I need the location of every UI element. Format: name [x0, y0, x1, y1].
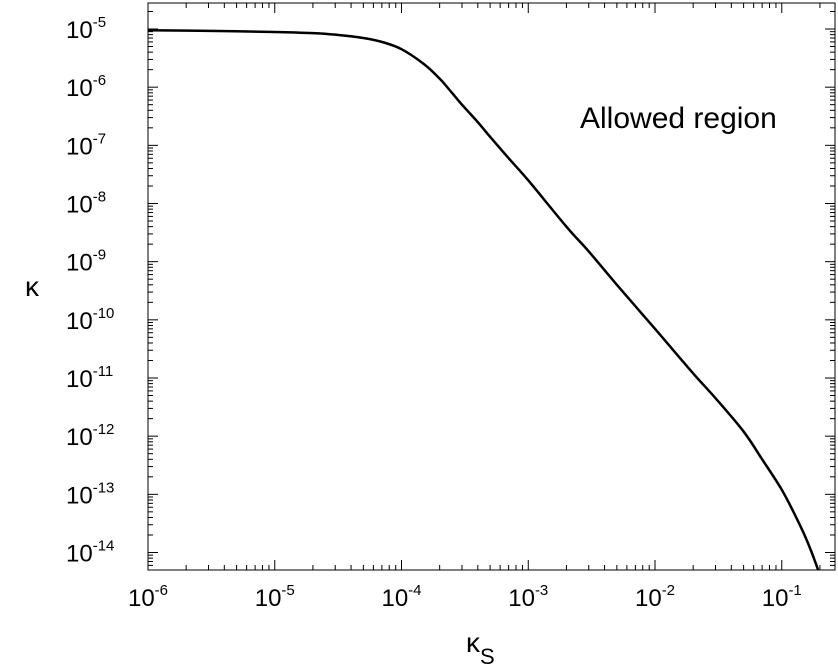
y-tick-base: 10 — [66, 192, 93, 219]
y-tick-label: 10-10 — [66, 305, 114, 335]
y-tick-exponent: -12 — [93, 421, 115, 438]
x-tick-label: 10-6 — [128, 582, 168, 612]
y-tick-base: 10 — [66, 366, 93, 393]
y-tick-exponent: -11 — [93, 363, 114, 380]
x-tick-base: 10 — [381, 585, 408, 612]
y-tick-base: 10 — [66, 540, 93, 567]
y-tick-label: 10-7 — [66, 130, 106, 160]
x-tick-exponent: -3 — [535, 582, 548, 599]
y-tick-base: 10 — [66, 308, 93, 335]
y-tick-exponent: -5 — [93, 14, 106, 31]
y-tick-labels: 10-510-610-710-810-910-1010-1110-1210-13… — [66, 14, 114, 567]
x-tick-label: 10-5 — [255, 582, 295, 612]
annotation-allowed-region: Allowed region — [580, 102, 777, 135]
y-tick-exponent: -6 — [93, 72, 106, 89]
x-tick-base: 10 — [635, 585, 662, 612]
x-tick-labels: 10-6 10-5 10-4 10-3 10-2 10-1 — [128, 582, 802, 612]
y-tick-exponent: -13 — [93, 479, 115, 496]
x-tick-exponent: -4 — [408, 582, 421, 599]
y-tick-exponent: -8 — [93, 189, 106, 206]
y-axis-label: κ — [25, 271, 40, 302]
y-tick-base: 10 — [66, 482, 93, 509]
x-tick-label: 10-4 — [381, 582, 421, 612]
y-tick-label: 10-12 — [66, 421, 114, 451]
y-tick-label: 10-5 — [66, 14, 106, 44]
y-tick-exponent: -9 — [93, 247, 106, 264]
plot-frame — [147, 2, 836, 571]
y-tick-exponent: -10 — [93, 305, 115, 322]
minor-ticks — [148, 3, 835, 571]
x-tick-label: 10-2 — [635, 582, 675, 612]
y-tick-base: 10 — [66, 17, 93, 44]
x-tick-label: 10-3 — [508, 582, 548, 612]
x-tick-exponent: -1 — [788, 582, 801, 599]
y-tick-exponent: -7 — [93, 130, 106, 147]
y-tick-base: 10 — [66, 133, 93, 160]
x-tick-base: 10 — [128, 585, 155, 612]
x-axis-label-main: κ — [466, 627, 481, 658]
y-tick-label: 10-8 — [66, 189, 106, 219]
y-tick-label: 10-14 — [66, 537, 114, 567]
x-tick-exponent: -5 — [281, 582, 294, 599]
y-tick-exponent: -14 — [93, 537, 115, 554]
y-tick-base: 10 — [66, 75, 93, 102]
series-line — [148, 29, 820, 570]
y-tick-label: 10-9 — [66, 247, 106, 277]
x-axis-label: κS — [466, 627, 495, 667]
x-tick-base: 10 — [762, 585, 789, 612]
x-tick-base: 10 — [508, 585, 535, 612]
x-tick-label: 10-1 — [762, 582, 802, 612]
x-tick-base: 10 — [255, 585, 282, 612]
y-tick-label: 10-13 — [66, 479, 114, 509]
x-axis-label-subscript: S — [480, 644, 495, 667]
x-tick-exponent: -6 — [155, 582, 168, 599]
y-tick-base: 10 — [66, 250, 93, 277]
x-tick-exponent: -2 — [662, 582, 675, 599]
major-ticks — [147, 3, 835, 570]
y-tick-label: 10-11 — [66, 363, 113, 393]
y-tick-base: 10 — [66, 424, 93, 451]
y-tick-label: 10-6 — [66, 72, 106, 102]
